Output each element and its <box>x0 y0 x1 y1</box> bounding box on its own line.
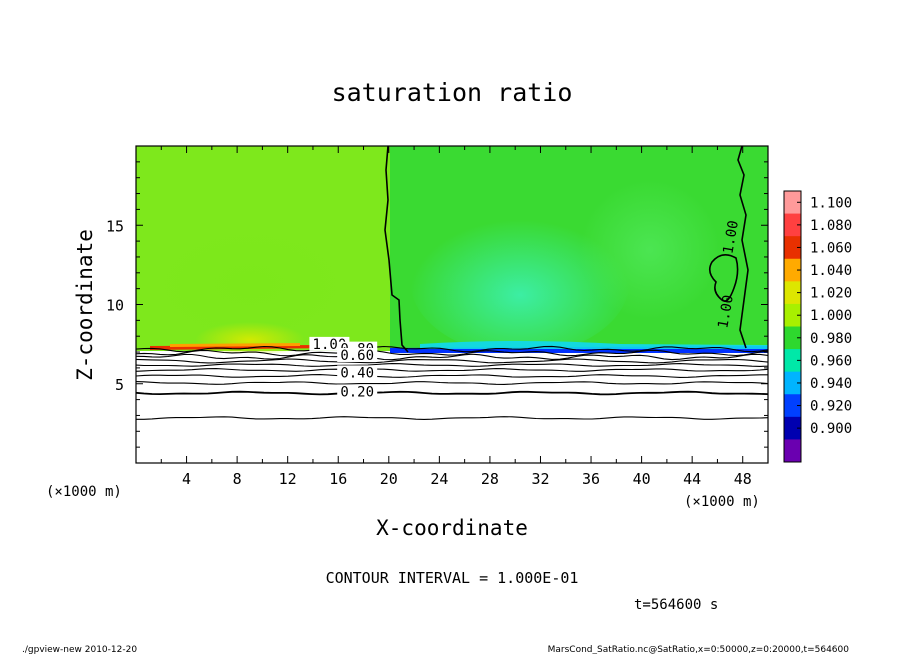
colorbar-label: 0.920 <box>810 399 852 415</box>
colorbar-swatch <box>784 439 801 463</box>
x-unit-left: (×1000 m) <box>46 484 122 500</box>
x-tick-label: 20 <box>380 470 398 488</box>
x-tick-label: 36 <box>582 470 600 488</box>
colorbar: 1.100 1.080 1.060 1.040 1.020 1.000 0.980 0.960… <box>783 190 852 463</box>
contour-label: 0.20 <box>340 384 374 400</box>
contour-line <box>136 374 768 378</box>
boundary-cyan-band <box>420 341 768 349</box>
contour-lines <box>136 345 768 420</box>
x-tick-label: 16 <box>329 470 347 488</box>
contour-1.00-right <box>737 146 749 349</box>
colorbar-swatch <box>784 213 801 237</box>
contour-line <box>136 353 768 361</box>
colorbar-swatch <box>784 394 801 418</box>
contour-1.00-left <box>384 146 409 353</box>
colorbar-swatch <box>784 191 801 214</box>
colorbar-label: 0.980 <box>810 331 852 347</box>
contour-label: 0.60 <box>340 348 374 364</box>
contour-line <box>136 390 768 396</box>
footer-right: MarsCond_SatRatio.nc@SatRatio,x=0:50000,… <box>548 645 850 654</box>
x-axis-label: X-coordinate <box>376 516 528 540</box>
colorbar-label: 0.900 <box>810 421 852 437</box>
contour-label: 0.40 <box>340 365 374 381</box>
colorbar-label: 0.940 <box>810 376 852 392</box>
x-unit-right: (×1000 m) <box>684 494 760 510</box>
x-tick-label: 24 <box>430 470 448 488</box>
x-tick-label: 4 <box>182 470 191 488</box>
axis-ticks <box>136 146 769 463</box>
contour-line <box>136 349 768 357</box>
colorbar-swatch <box>784 258 801 282</box>
dry-layer <box>136 353 768 463</box>
y-axis-label: Z-coordinate <box>73 229 97 381</box>
contour-line <box>136 381 768 385</box>
colorbar-label: 1.000 <box>810 308 852 324</box>
x-tick-label: 44 <box>683 470 701 488</box>
field-highlight-left <box>136 215 370 355</box>
contour-label: 1.00 <box>715 294 737 330</box>
x-tick-label: 32 <box>531 470 549 488</box>
y-tick-label: 15 <box>106 217 124 235</box>
contour-1.00-island <box>708 254 739 302</box>
x-tick-label: 48 <box>734 470 752 488</box>
colorbar-label: 1.040 <box>810 263 852 279</box>
colorbar-swatch <box>784 371 801 395</box>
chart-title: saturation ratio <box>332 78 573 107</box>
contour-interval-text: CONTOUR INTERVAL = 1.000E-01 <box>326 569 579 587</box>
colorbar-frame <box>783 190 802 463</box>
contour-line <box>136 368 768 372</box>
contour-labels: 1.000.800.600.400.201.001.00 <box>309 219 742 400</box>
boundary-orange-band <box>170 343 300 347</box>
contour-line <box>136 416 768 420</box>
time-stamp-text: t=564600 s <box>634 597 718 613</box>
contour-label: 1.00 <box>720 219 742 255</box>
contour-line <box>136 363 768 367</box>
y-tick-label: 5 <box>115 376 124 394</box>
x-tick-label: 12 <box>279 470 297 488</box>
y-tick-label: 10 <box>106 297 124 315</box>
colorbar-label: 1.020 <box>810 286 852 302</box>
contour-line <box>136 358 768 364</box>
contour-label-bg <box>337 384 378 399</box>
colorbar-swatch <box>784 326 801 350</box>
colorbar-swatch <box>784 303 801 327</box>
colorbar-swatch <box>784 349 801 373</box>
footer-left: ./gpview-new 2010-12-20 <box>22 645 137 654</box>
colorbar-label: 1.100 <box>810 195 852 211</box>
colorbar-label: 1.080 <box>810 218 852 234</box>
contour-label-bg <box>337 365 378 380</box>
colorbar-swatch <box>784 236 801 260</box>
x-tick-label: 8 <box>233 470 242 488</box>
colorbar-label: 1.060 <box>810 240 852 256</box>
contour-label-bg <box>337 347 378 362</box>
field-highlight-mid <box>410 205 630 355</box>
colorbar-swatch <box>784 416 801 440</box>
x-tick-label: 40 <box>633 470 651 488</box>
contour-line <box>136 345 768 353</box>
colorbar-label: 0.960 <box>810 353 852 369</box>
x-tick-label: 28 <box>481 470 499 488</box>
field-highlight-right <box>580 180 720 320</box>
colorbar-swatch <box>784 281 801 305</box>
plot-area <box>136 146 768 463</box>
